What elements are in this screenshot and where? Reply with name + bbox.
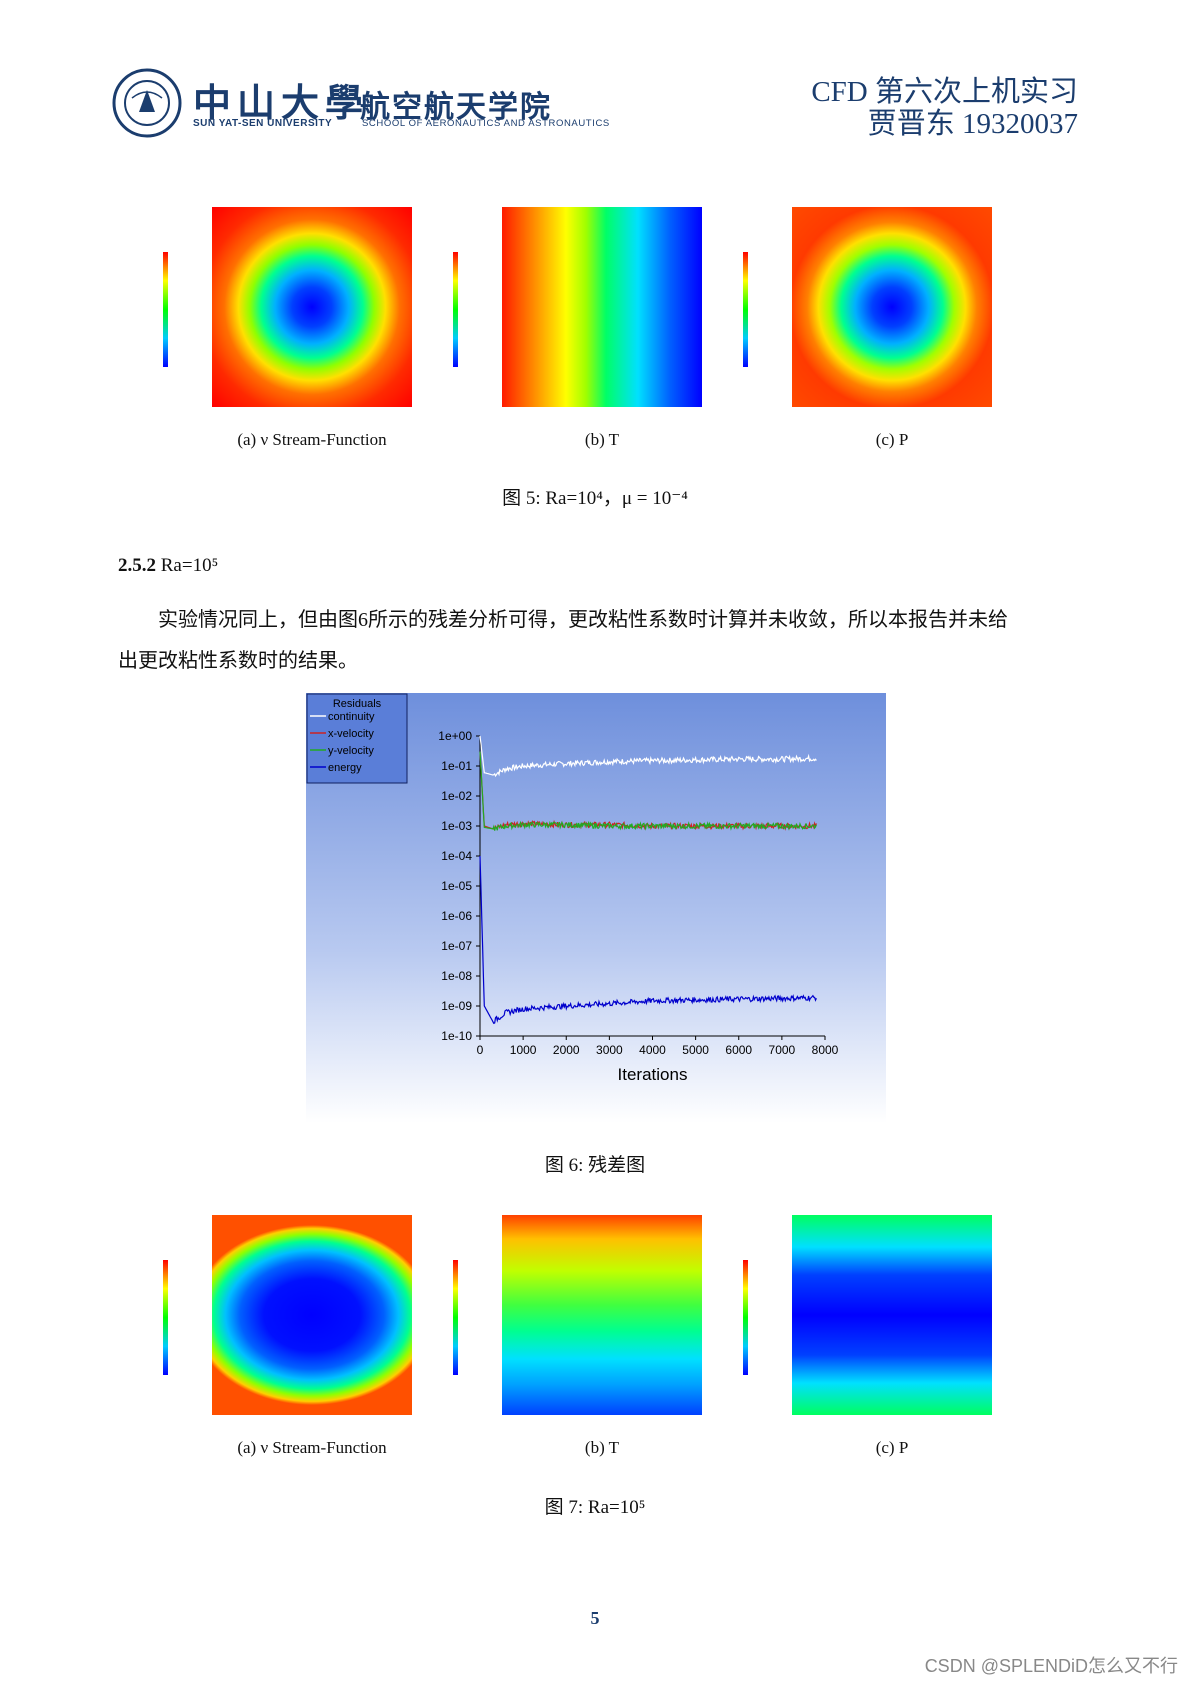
paragraph-line-2: 出更改粘性系数时的结果。 [118, 650, 358, 672]
fig7-pressure-contour [792, 1215, 992, 1415]
y-tick-label: 1e-02 [441, 789, 472, 803]
x-axis-label: Iterations [618, 1065, 688, 1084]
x-tick-label: 8000 [812, 1043, 839, 1057]
page-number: 5 [590, 1608, 600, 1628]
header-title: CFD 第六次上机实习 [811, 76, 1078, 108]
y-tick-label: 1e-06 [441, 909, 472, 923]
school-name-cn: 航空航天学院 [360, 91, 552, 124]
legend-entry: energy [328, 762, 362, 774]
figure-7-caption: 图 7: Ra=10⁵ [544, 1497, 646, 1518]
y-tick-label: 1e-10 [441, 1029, 472, 1043]
x-tick-label: 6000 [725, 1043, 752, 1057]
watermark-text: CSDN @SPLENDiD怎么又不行 [924, 1656, 1178, 1676]
colorbar-legend [453, 252, 458, 367]
section-number: 2.5.2 [118, 555, 156, 576]
legend-title: Residuals [333, 698, 382, 710]
legend-entry: x-velocity [328, 728, 374, 740]
fig7-caption-b: (b) T [584, 1438, 620, 1457]
colorbar-legend [163, 1260, 168, 1375]
residuals-chart: Residuals continuity x-velocity y-velocity… [306, 693, 886, 1123]
y-tick-label: 1e-05 [441, 879, 472, 893]
figure-6-caption: 图 6: 残差图 [544, 1155, 646, 1176]
colorbar-legend [453, 1260, 458, 1375]
fig7-temperature-contour [502, 1215, 702, 1415]
university-seal-logo [112, 68, 182, 138]
colorbar-legend [163, 252, 168, 367]
series-line-energy [479, 855, 817, 1025]
series-line-continuity [479, 735, 817, 778]
fig5-pressure-contour [792, 207, 992, 407]
figure-5-caption: 图 5: Ra=10⁴，μ = 10⁻⁴ [502, 488, 688, 509]
university-name-cn: 中山大學 [193, 83, 370, 125]
y-tick-label: 1e-03 [441, 819, 472, 833]
section-heading: 2.5.2 Ra=10⁵ [118, 555, 218, 577]
x-tick-label: 5000 [682, 1043, 709, 1057]
x-tick-label: 0 [477, 1043, 484, 1057]
section-title: Ra=10⁵ [160, 555, 219, 576]
chart-legend: Residuals continuity x-velocity y-velocity… [306, 693, 408, 784]
fig5-caption-c: (c) P [875, 430, 909, 449]
y-tick-label: 1e-07 [441, 939, 472, 953]
fig5-caption-a: (a) ν Stream-Function [237, 430, 387, 449]
x-tick-label: 1000 [510, 1043, 537, 1057]
fig7-caption-c: (c) P [875, 1438, 909, 1457]
fig5-stream-function-contour [212, 207, 412, 407]
y-tick-label: 1e-04 [441, 849, 472, 863]
fig5-caption-b: (b) T [584, 430, 620, 449]
x-tick-label: 4000 [639, 1043, 666, 1057]
fig7-stream-function-contour [212, 1215, 412, 1415]
y-tick-label: 1e-09 [441, 999, 472, 1013]
series-line-y-velocity [479, 751, 817, 831]
legend-entry: continuity [328, 711, 375, 723]
colorbar-legend [743, 1260, 748, 1375]
legend-entry: y-velocity [328, 745, 374, 757]
paragraph-line-1: 实验情况同上，但由图6所示的残差分析可得，更改粘性系数时计算并未收敛，所以本报告… [158, 609, 1008, 631]
university-name-en: SUN YAT-SEN UNIVERSITY [193, 118, 333, 129]
fig7-caption-a: (a) ν Stream-Function [237, 1438, 387, 1457]
y-tick-label: 1e-01 [441, 759, 472, 773]
school-name-en: SCHOOL OF AERONAUTICS AND ASTRONAUTICS [362, 118, 610, 129]
fig5-temperature-contour [502, 207, 702, 407]
x-tick-label: 7000 [769, 1043, 796, 1057]
y-tick-label: 1e-08 [441, 969, 472, 983]
y-tick-label: 1e+00 [438, 729, 472, 743]
x-tick-label: 2000 [553, 1043, 580, 1057]
x-tick-label: 3000 [596, 1043, 623, 1057]
header-author: 贾晋东 19320037 [867, 108, 1078, 140]
colorbar-legend [743, 252, 748, 367]
